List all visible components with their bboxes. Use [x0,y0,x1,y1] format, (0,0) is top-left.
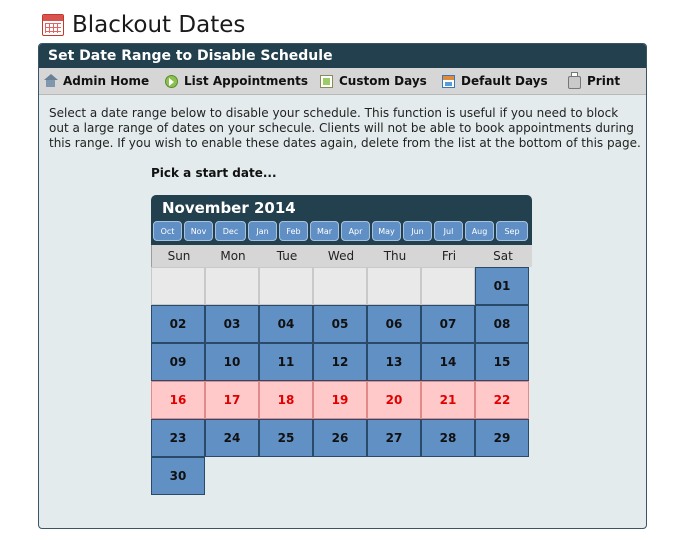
weekday-tue: Tue [276,249,298,263]
month-button-mar[interactable]: Mar [310,221,339,241]
weekday-sun: Sun [167,249,191,263]
weekday-header-row: Sun Mon Tue Wed Thu Fri Sat [151,245,532,267]
date-picker-calendar: November 2014 Oct Nov Dec Jan Feb Mar Apr May Ju… [151,195,532,495]
calendar-day-23[interactable]: 23 [151,419,205,457]
calendar-day-07[interactable]: 07 [421,305,475,343]
month-button-feb[interactable]: Feb [279,221,308,241]
list-appointments-label: List Appointments [184,74,308,88]
calendar-day-28[interactable]: 28 [421,419,475,457]
calendar-day-16[interactable]: 16 [151,381,205,419]
month-button-apr[interactable]: Apr [341,221,370,241]
calendar-week-row: 30 [151,457,532,495]
print-label: Print [587,74,621,88]
calendar-day-21[interactable]: 21 [421,381,475,419]
custom-calendar-icon [320,74,333,88]
page-header: Blackout Dates [42,10,245,40]
calendar-day-12[interactable]: 12 [313,343,367,381]
calendar-header: November 2014 Oct Nov Dec Jan Feb Mar Apr May Ju… [151,195,532,245]
calendar-day-05[interactable]: 05 [313,305,367,343]
calendar-day-08[interactable]: 08 [475,305,529,343]
calendar-week-row: 01 [151,267,532,305]
calendar-day-19[interactable]: 19 [313,381,367,419]
page-title: Blackout Dates [72,12,246,38]
custom-days-label: Custom Days [339,74,427,88]
month-button-may[interactable]: May [372,221,401,241]
calendar-empty-cell [259,267,313,305]
admin-home-link[interactable]: Admin Home [44,68,149,94]
default-calendar-icon [442,74,455,88]
weekday-thu: Thu [383,249,407,263]
home-icon [44,73,58,88]
custom-days-link[interactable]: Custom Days [320,68,427,94]
pick-start-date-prompt: Pick a start date... [151,166,277,180]
calendar-day-09[interactable]: 09 [151,343,205,381]
intro-text: Select a date range below to disable you… [49,106,641,150]
month-button-jun[interactable]: Jun [403,221,432,241]
weekday-sat: Sat [493,249,513,263]
panel-heading: Set Date Range to Disable Schedule [39,44,646,68]
calendar-day-22[interactable]: 22 [475,381,529,419]
calendar-day-13[interactable]: 13 [367,343,421,381]
list-arrow-icon [165,74,178,88]
month-button-bar: Oct Nov Dec Jan Feb Mar Apr May Jun Jul Aug Sep [153,221,530,241]
calendar-day-17[interactable]: 17 [205,381,259,419]
toolbar: Admin Home List Appointments Custom Days… [39,68,646,95]
calendar-day-06[interactable]: 06 [367,305,421,343]
blackout-panel: Set Date Range to Disable Schedule Admin… [38,43,647,529]
printer-icon [568,72,581,89]
print-link[interactable]: Print [568,68,620,94]
default-days-link[interactable]: Default Days [442,68,548,94]
calendar-week-row: 23 24 25 26 27 28 29 [151,419,532,457]
calendar-day-25[interactable]: 25 [259,419,313,457]
calendar-day-27[interactable]: 27 [367,419,421,457]
month-button-aug[interactable]: Aug [465,221,494,241]
calendar-month-label: November 2014 [162,199,296,217]
month-button-oct[interactable]: Oct [153,221,182,241]
admin-home-label: Admin Home [63,74,150,88]
calendar-empty-cell [421,267,475,305]
calendar-week-row: 09 10 11 12 13 14 15 [151,343,532,381]
weekday-fri: Fri [441,249,457,263]
default-days-label: Default Days [461,74,548,88]
calendar-day-15[interactable]: 15 [475,343,529,381]
calendar-day-20[interactable]: 20 [367,381,421,419]
month-button-jul[interactable]: Jul [434,221,463,241]
calendar-empty-cell [313,267,367,305]
month-button-nov[interactable]: Nov [184,221,213,241]
calendar-empty-cell [205,267,259,305]
calendar-day-03[interactable]: 03 [205,305,259,343]
calendar-empty-cell [151,267,205,305]
calendar-day-grid: 01 02 03 04 05 06 07 08 09 10 11 12 13 14 15 16 17 18 19 20… [151,267,532,495]
weekday-wed: Wed [327,249,355,263]
calendar-blank-cell [367,457,421,495]
calendar-day-30[interactable]: 30 [151,457,205,495]
calendar-icon [42,14,64,36]
calendar-empty-cell [367,267,421,305]
calendar-blank-cell [475,457,529,495]
calendar-day-14[interactable]: 14 [421,343,475,381]
calendar-blank-cell [205,457,259,495]
calendar-week-row: 02 03 04 05 06 07 08 [151,305,532,343]
calendar-blank-cell [421,457,475,495]
calendar-day-01[interactable]: 01 [475,267,529,305]
calendar-day-18[interactable]: 18 [259,381,313,419]
calendar-day-10[interactable]: 10 [205,343,259,381]
month-button-jan[interactable]: Jan [248,221,277,241]
calendar-day-26[interactable]: 26 [313,419,367,457]
calendar-blank-cell [259,457,313,495]
calendar-day-24[interactable]: 24 [205,419,259,457]
calendar-week-row: 16 17 18 19 20 21 22 [151,381,532,419]
month-button-sep[interactable]: Sep [496,221,528,241]
list-appointments-link[interactable]: List Appointments [165,68,308,94]
calendar-day-11[interactable]: 11 [259,343,313,381]
calendar-day-04[interactable]: 04 [259,305,313,343]
calendar-blank-cell [313,457,367,495]
weekday-mon: Mon [220,249,246,263]
calendar-day-29[interactable]: 29 [475,419,529,457]
month-button-dec[interactable]: Dec [215,221,246,241]
calendar-day-02[interactable]: 02 [151,305,205,343]
